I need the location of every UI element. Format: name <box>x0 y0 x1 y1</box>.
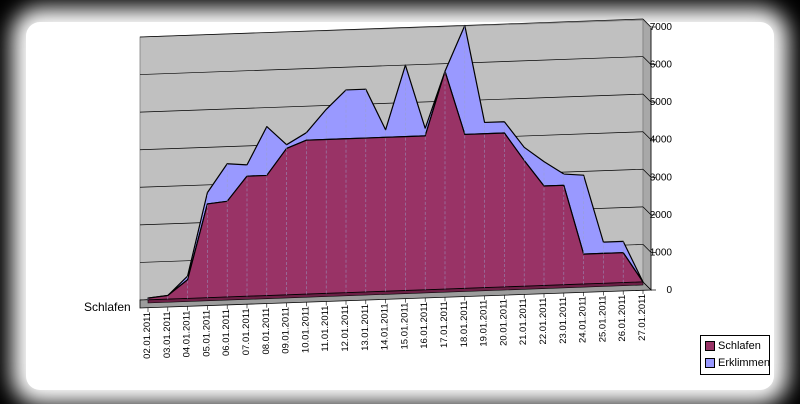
x-tick-label: 06.01.2011 <box>221 309 232 356</box>
x-tick-label: 16.01.2011 <box>419 302 430 349</box>
y-tick-label: 1000 <box>650 247 673 258</box>
y-axis-ticks: 0 1000 2000 3000 4000 5000 6000 7000 <box>650 22 673 296</box>
x-tick-label: 13.01.2011 <box>360 304 371 351</box>
x-tick-label: 10.01.2011 <box>300 306 311 353</box>
y-tick-label: 6000 <box>650 60 673 71</box>
x-tick-label: 11.01.2011 <box>320 306 331 352</box>
gridline <box>139 93 644 113</box>
x-tick-label: 26.01.2011 <box>617 295 628 342</box>
gridline-depth <box>642 206 652 216</box>
gridline-depth <box>642 169 652 178</box>
gridline-depth <box>642 244 652 253</box>
y-tick-label: 0 <box>666 285 672 296</box>
y-tick-label: 2000 <box>650 210 673 221</box>
legend: Schlafen Erklimmen <box>700 335 770 375</box>
x-tick-label: 24.01.2011 <box>578 296 589 343</box>
x-axis-ticks: 02.01.2011 03.01.2011 04.01.2011 05.01.2011… <box>142 290 648 359</box>
x-tick-label: 02.01.2011 <box>142 312 153 359</box>
legend-item-erklimmen: Erklimmen <box>705 356 770 370</box>
y-tick-label: 3000 <box>650 172 673 183</box>
front-edge <box>147 281 644 304</box>
drop-lines <box>147 25 624 300</box>
series-layer <box>147 24 644 304</box>
x-tick-label: 22.01.2011 <box>538 298 549 345</box>
gridline-depth <box>642 56 652 65</box>
x-tick-label: 09.01.2011 <box>281 307 292 354</box>
x-tick-label: 14.01.2011 <box>380 303 391 350</box>
x-tick-label: 18.01.2011 <box>459 300 470 347</box>
legend-swatch-schlafen <box>705 341 715 352</box>
legend-swatch-erklimmen <box>705 358 715 369</box>
x-tick-label: 05.01.2011 <box>201 310 212 357</box>
x-tick-label: 17.01.2011 <box>439 301 450 348</box>
x-tick-label: 21.01.2011 <box>518 298 529 345</box>
y-tick-label: 7000 <box>650 22 673 33</box>
x-tick-label: 15.01.2011 <box>399 303 410 350</box>
x-tick-label: 12.01.2011 <box>340 305 351 352</box>
gridline-depth <box>642 131 652 140</box>
y-tick-label: 5000 <box>650 97 673 108</box>
x-tick-label: 23.01.2011 <box>558 297 569 344</box>
gridline <box>139 56 644 75</box>
x-tick-label: 19.01.2011 <box>479 300 490 347</box>
x-tick-label: 03.01.2011 <box>162 311 173 358</box>
x-tick-label: 25.01.2011 <box>597 295 608 342</box>
legend-label-schlafen: Schlafen <box>718 340 761 352</box>
y-tick-label: 4000 <box>650 135 673 146</box>
x-tick-label: 04.01.2011 <box>182 311 193 358</box>
gridline-depth <box>642 93 652 103</box>
depth-axis-label: Schlafen <box>84 300 131 314</box>
legend-item-schlafen: Schlafen <box>705 339 761 353</box>
legend-label-erklimmen: Erklimmen <box>718 357 770 369</box>
gridline-depth <box>642 18 652 28</box>
gridline <box>139 18 644 38</box>
x-tick-label: 08.01.2011 <box>261 308 272 355</box>
x-tick-label: 07.01.2011 <box>241 308 252 355</box>
x-tick-label: 20.01.2011 <box>498 299 509 346</box>
x-tick-label: 27.01.2011 <box>637 294 648 341</box>
